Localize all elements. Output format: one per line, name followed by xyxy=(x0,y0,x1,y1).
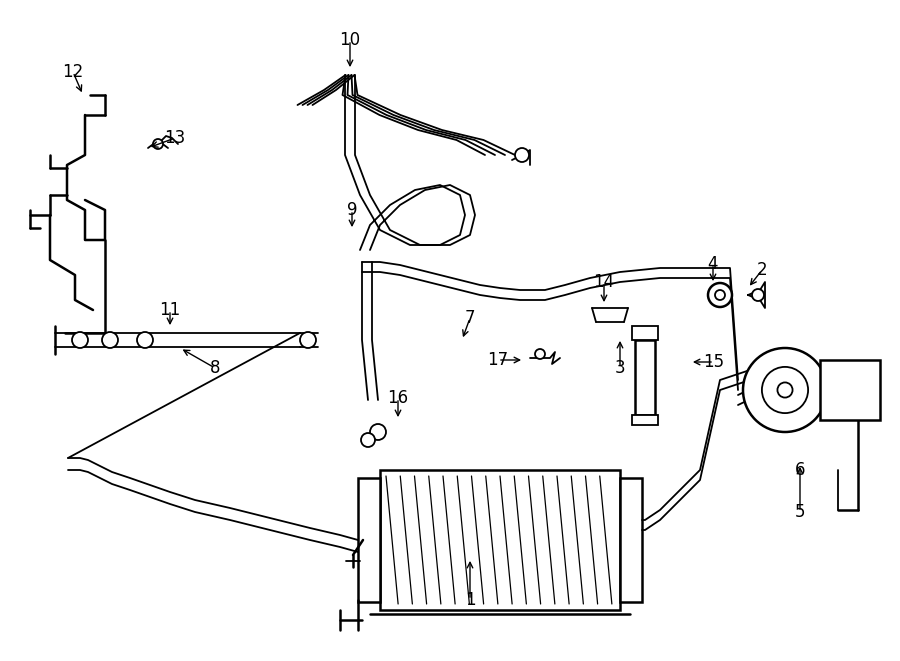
Circle shape xyxy=(778,383,793,397)
Circle shape xyxy=(743,348,827,432)
Circle shape xyxy=(515,148,529,162)
Circle shape xyxy=(72,332,88,348)
Text: 8: 8 xyxy=(210,359,220,377)
Text: 17: 17 xyxy=(488,351,508,369)
Circle shape xyxy=(153,139,163,149)
Bar xyxy=(620,478,642,602)
Circle shape xyxy=(535,349,545,359)
Text: 1: 1 xyxy=(464,591,475,609)
Circle shape xyxy=(708,283,732,307)
Text: 2: 2 xyxy=(757,261,768,279)
Text: 4: 4 xyxy=(707,255,718,273)
Text: 7: 7 xyxy=(464,309,475,327)
Bar xyxy=(632,415,658,425)
Bar xyxy=(380,470,620,610)
Text: 16: 16 xyxy=(387,389,409,407)
Bar xyxy=(632,326,658,340)
Text: 5: 5 xyxy=(795,503,806,521)
Circle shape xyxy=(102,332,118,348)
Circle shape xyxy=(361,433,375,447)
Text: 15: 15 xyxy=(704,353,725,371)
Text: 12: 12 xyxy=(62,63,84,81)
Circle shape xyxy=(715,290,725,300)
Text: 9: 9 xyxy=(346,201,357,219)
Text: 14: 14 xyxy=(593,273,615,291)
Text: 6: 6 xyxy=(795,461,806,479)
Text: 11: 11 xyxy=(159,301,181,319)
Circle shape xyxy=(752,289,764,301)
Text: 10: 10 xyxy=(339,31,361,49)
Text: 13: 13 xyxy=(165,129,185,147)
Bar xyxy=(635,340,655,415)
Bar xyxy=(820,360,880,420)
Circle shape xyxy=(300,332,316,348)
Bar xyxy=(358,478,380,602)
Circle shape xyxy=(370,424,386,440)
Circle shape xyxy=(137,332,153,348)
Text: 3: 3 xyxy=(615,359,626,377)
Circle shape xyxy=(762,367,808,413)
